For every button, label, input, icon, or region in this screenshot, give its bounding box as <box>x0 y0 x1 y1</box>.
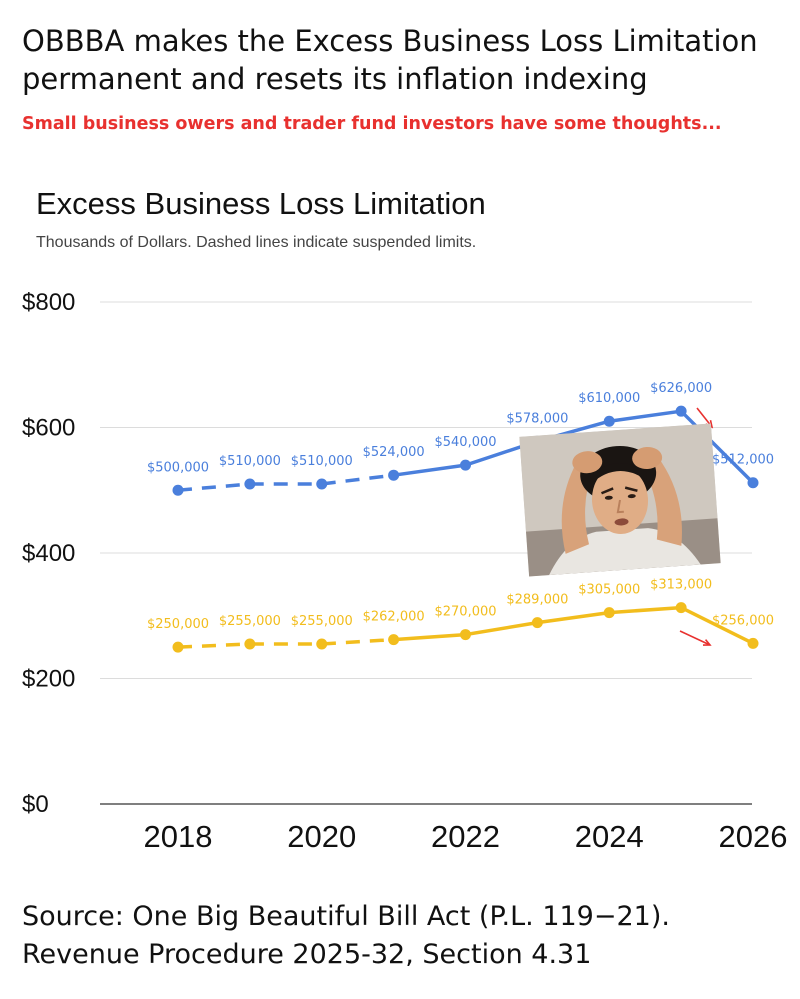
headline: OBBBA makes the Excess Business Loss Lim… <box>22 22 792 98</box>
data-point <box>675 602 687 614</box>
axis-labels: $0 $200 $400 $600 $800 2018 2020 2022 2024 2026 <box>22 289 787 854</box>
meme-image <box>519 423 721 577</box>
subheadline: Small business owers and trader fund inv… <box>22 114 722 134</box>
y-tick-label: $0 <box>22 791 49 818</box>
y-tick-label: $800 <box>22 289 75 316</box>
data-point <box>388 634 400 646</box>
series-lines <box>172 405 759 653</box>
data-point <box>316 478 328 490</box>
data-label: $610,000 <box>578 391 640 406</box>
data-label: $250,000 <box>147 617 209 632</box>
data-point <box>244 638 256 650</box>
data-label: $270,000 <box>434 605 496 620</box>
data-point <box>747 637 759 649</box>
x-tick-label: 2024 <box>575 819 644 854</box>
data-label: $512,000 <box>712 453 774 468</box>
series-line-dashed <box>177 637 394 649</box>
x-tick-label: 2018 <box>144 819 213 854</box>
chart-subtitle: Thousands of Dollars. Dashed lines indic… <box>36 234 477 251</box>
data-point <box>531 617 543 629</box>
data-point <box>675 405 687 417</box>
data-point <box>244 478 256 490</box>
data-point <box>172 641 184 653</box>
data-label: $255,000 <box>291 614 353 629</box>
distressed-man-holding-head-icon <box>519 423 721 577</box>
series-line-solid <box>393 605 754 645</box>
data-label: $524,000 <box>363 445 425 460</box>
y-tick-label: $200 <box>22 666 75 693</box>
data-label: $578,000 <box>506 411 568 426</box>
series-line-dashed <box>177 473 394 492</box>
data-label: $256,000 <box>712 613 774 628</box>
data-point <box>460 459 471 471</box>
y-tick-label: $600 <box>22 415 75 442</box>
x-tick-label: 2020 <box>287 819 356 854</box>
headline-line-2: permanent and resets its inflation index… <box>22 62 648 96</box>
chart-title: Excess Business Loss Limitation <box>36 186 486 221</box>
data-point <box>603 415 615 427</box>
data-label: $510,000 <box>291 454 353 469</box>
series-line-solid <box>393 409 755 484</box>
source-line-1: Source: One Big Beautiful Bill Act (P.L.… <box>22 901 670 932</box>
data-label: $289,000 <box>506 593 568 608</box>
data-point <box>172 484 184 496</box>
data-label: $510,000 <box>219 454 281 469</box>
data-labels: $500,000 $510,000 $510,000 $524,000 $540,000… <box>147 381 774 632</box>
x-tick-label: 2026 <box>719 819 788 854</box>
data-label: $500,000 <box>147 460 209 475</box>
data-label: $262,000 <box>363 610 425 625</box>
data-point <box>316 638 328 650</box>
headline-line-1: OBBBA makes the Excess Business Loss Lim… <box>22 24 758 58</box>
data-point <box>388 469 400 481</box>
data-label: $540,000 <box>434 435 496 450</box>
data-label: $626,000 <box>650 381 712 396</box>
x-tick-label: 2022 <box>431 819 500 854</box>
source-line-2: Revenue Procedure 2025-32, Section 4.31 <box>22 939 592 970</box>
arrowhead <box>702 639 712 646</box>
data-point <box>460 629 471 641</box>
data-point <box>603 607 615 619</box>
data-point <box>747 477 759 489</box>
down-arrow-icon <box>679 630 711 646</box>
data-label: $255,000 <box>219 614 281 629</box>
data-label: $305,000 <box>578 583 640 598</box>
y-tick-label: $400 <box>22 540 75 567</box>
source-note: Source: One Big Beautiful Bill Act (P.L.… <box>22 898 792 974</box>
data-label: $313,000 <box>650 578 712 593</box>
